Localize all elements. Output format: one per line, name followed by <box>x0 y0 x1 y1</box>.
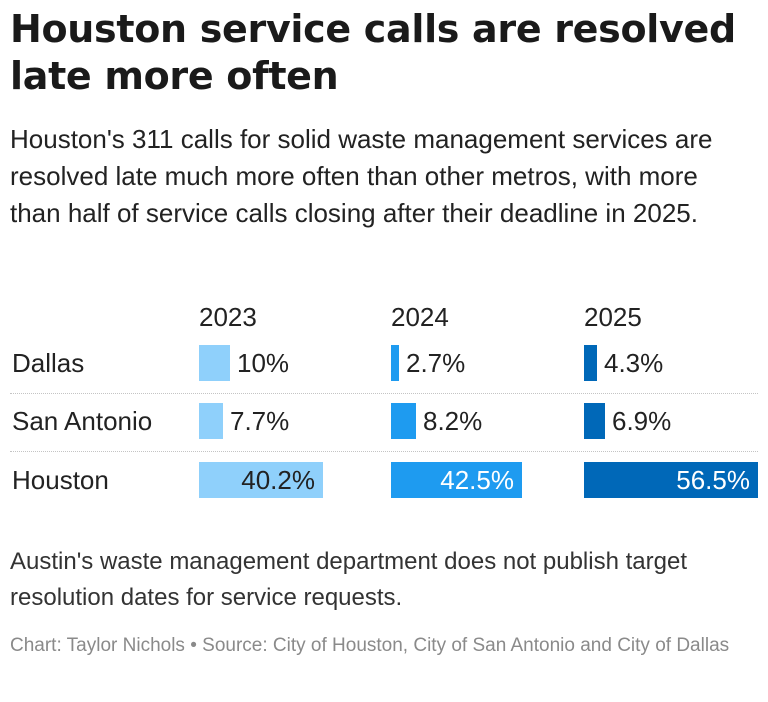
bar-value-label: 42.5% <box>440 465 514 495</box>
bar-value-label: 56.5% <box>676 465 750 495</box>
row-divider <box>10 451 758 452</box>
bar <box>584 403 605 439</box>
chart-credit: Chart: Taylor Nichols • Source: City of … <box>10 635 730 656</box>
row-divider <box>10 393 758 394</box>
chart-subtitle: Houston's 311 calls for solid waste mana… <box>10 124 713 228</box>
bar <box>584 345 597 381</box>
bar-value-label: 2.7% <box>406 348 466 378</box>
bar <box>391 462 522 498</box>
bar-value-label: 4.3% <box>604 348 664 378</box>
bar <box>199 462 323 498</box>
bar <box>199 403 223 439</box>
bar <box>199 345 230 381</box>
bar-value-label: 6.9% <box>612 406 672 436</box>
bar <box>391 403 416 439</box>
bar <box>584 462 758 498</box>
chart-title: Houston service calls are resolved late … <box>10 7 736 98</box>
year-header: 2024 <box>391 302 449 332</box>
year-header: 2023 <box>199 302 257 332</box>
chart-note: Austin's waste management department doe… <box>10 548 687 611</box>
row-label: Dallas <box>12 348 85 378</box>
bar-value-label: 7.7% <box>230 406 290 436</box>
bar <box>391 345 399 381</box>
bar-chart: 2023 2024 2025 Dallas San Antonio Houston 10% 7… <box>0 290 768 520</box>
bar-value-label: 8.2% <box>423 406 483 436</box>
year-header: 2025 <box>584 302 642 332</box>
bar-value-label: 10% <box>237 348 290 378</box>
row-label: Houston <box>12 465 109 495</box>
row-label: San Antonio <box>12 406 153 436</box>
bar-value-label: 40.2% <box>241 465 315 495</box>
